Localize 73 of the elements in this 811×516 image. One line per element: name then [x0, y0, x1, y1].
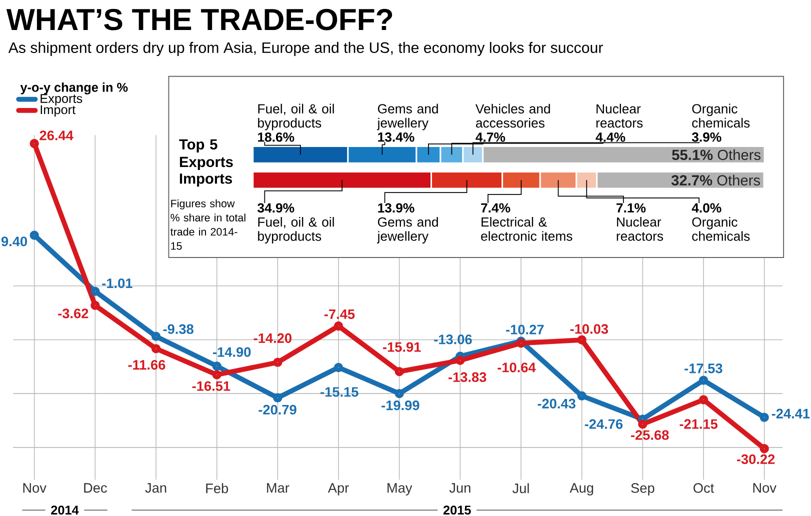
data-label: 4.7% [476, 132, 506, 142]
annotation: Electrical & electronic items [481, 217, 572, 242]
x-tick-label: Jul [512, 483, 529, 494]
data-label: -14.20 [254, 334, 292, 344]
x-tick-label: Dec [84, 483, 107, 493]
data-label: -14.90 [213, 347, 251, 358]
data-label: 7.1% [616, 203, 646, 213]
text: Nuclear reactors [596, 104, 643, 128]
data-label: 55.1% [672, 150, 713, 160]
x-tick-label: Aug [570, 483, 594, 496]
legend-title: y-o-y change in % [20, 82, 128, 95]
data-label: -20.79 [258, 405, 296, 415]
text: 2014 [51, 506, 79, 515]
data-label: -10.03 [570, 324, 608, 334]
data-label: 4.0% [692, 203, 722, 213]
y-tick-label: Top 5 Exports [179, 140, 233, 170]
data-label: -1.01 [102, 278, 132, 288]
data-label: -15.15 [320, 387, 358, 397]
data-label: -13.06 [434, 334, 472, 344]
data-label: -3.62 [58, 308, 88, 319]
x-tick-label: Sep [631, 483, 654, 496]
annotation: Nuclear reactors [616, 217, 664, 242]
data-label: -15.91 [383, 342, 421, 352]
chart-subtitle: As shipment orders dry up from Asia, Europe and the US, the economy looks for succour [8, 42, 603, 56]
data-label: 32.7% [671, 175, 712, 186]
x-tick-label: Nov [23, 483, 46, 493]
x-tick-label: Nov [753, 483, 776, 493]
data-label: -24.76 [584, 419, 623, 430]
text: 2015 [443, 506, 471, 515]
y-tick-label: Imports [180, 174, 232, 187]
data-label: -9.38 [163, 324, 194, 334]
data-label: 18.6% [258, 132, 294, 142]
data-label: 13.9% [378, 203, 414, 213]
x-tick-label: Jun [449, 483, 470, 493]
data-label: 7.4% [481, 203, 510, 213]
data-label: 26.44 [40, 130, 74, 140]
data-label: -20.43 [538, 399, 576, 409]
annotation: Gems and jewellery [376, 217, 438, 244]
text: Others [718, 150, 761, 160]
data-label: 9.40 [1, 236, 27, 246]
legend-label: Exports [40, 94, 82, 106]
data-label: -11.66 [128, 360, 166, 370]
data-label: -25.68 [631, 430, 669, 440]
chart-title: WHAT’S THE TRADE-OFF? [6, 9, 392, 30]
data-label: 13.4% [378, 132, 414, 142]
data-label: 4.4% [596, 132, 626, 142]
x-tick-label: May [388, 483, 412, 496]
annotation: Fuel, oil & oil byproducts [258, 217, 334, 244]
data-label: -17.53 [684, 364, 722, 374]
annotation: Organic chemicals [692, 217, 750, 242]
text: Vehicles and accessories [475, 104, 550, 128]
text: Fuel, oil & oil byproducts [258, 104, 334, 130]
x-tick-label: Feb [206, 483, 228, 494]
data-label: -10.64 [498, 362, 536, 373]
data-label: -19.99 [382, 400, 420, 410]
series-label: Others [717, 174, 760, 186]
text: Gems and jewellery [376, 104, 438, 130]
data-label: -21.15 [680, 419, 718, 430]
data-label: -24.41 [772, 409, 810, 419]
data-label: -30.22 [736, 454, 775, 464]
data-label: -10.27 [506, 324, 544, 335]
data-label: -13.83 [448, 372, 486, 382]
text: Organic chemicals [692, 104, 750, 128]
legend-label: Import [40, 106, 76, 117]
data-label: 34.9% [258, 203, 294, 213]
data-label: -7.45 [324, 310, 355, 320]
x-tick-label: Jan [145, 483, 166, 493]
x-tick-label: Apr [328, 483, 349, 496]
x-tick-label: Mar [267, 483, 290, 493]
data-label: 3.9% [692, 132, 722, 142]
x-tick-label: Oct [694, 483, 714, 494]
annotation: Figures show % share in total trade in 2014-15 [170, 200, 246, 250]
data-label: -16.51 [192, 381, 230, 392]
